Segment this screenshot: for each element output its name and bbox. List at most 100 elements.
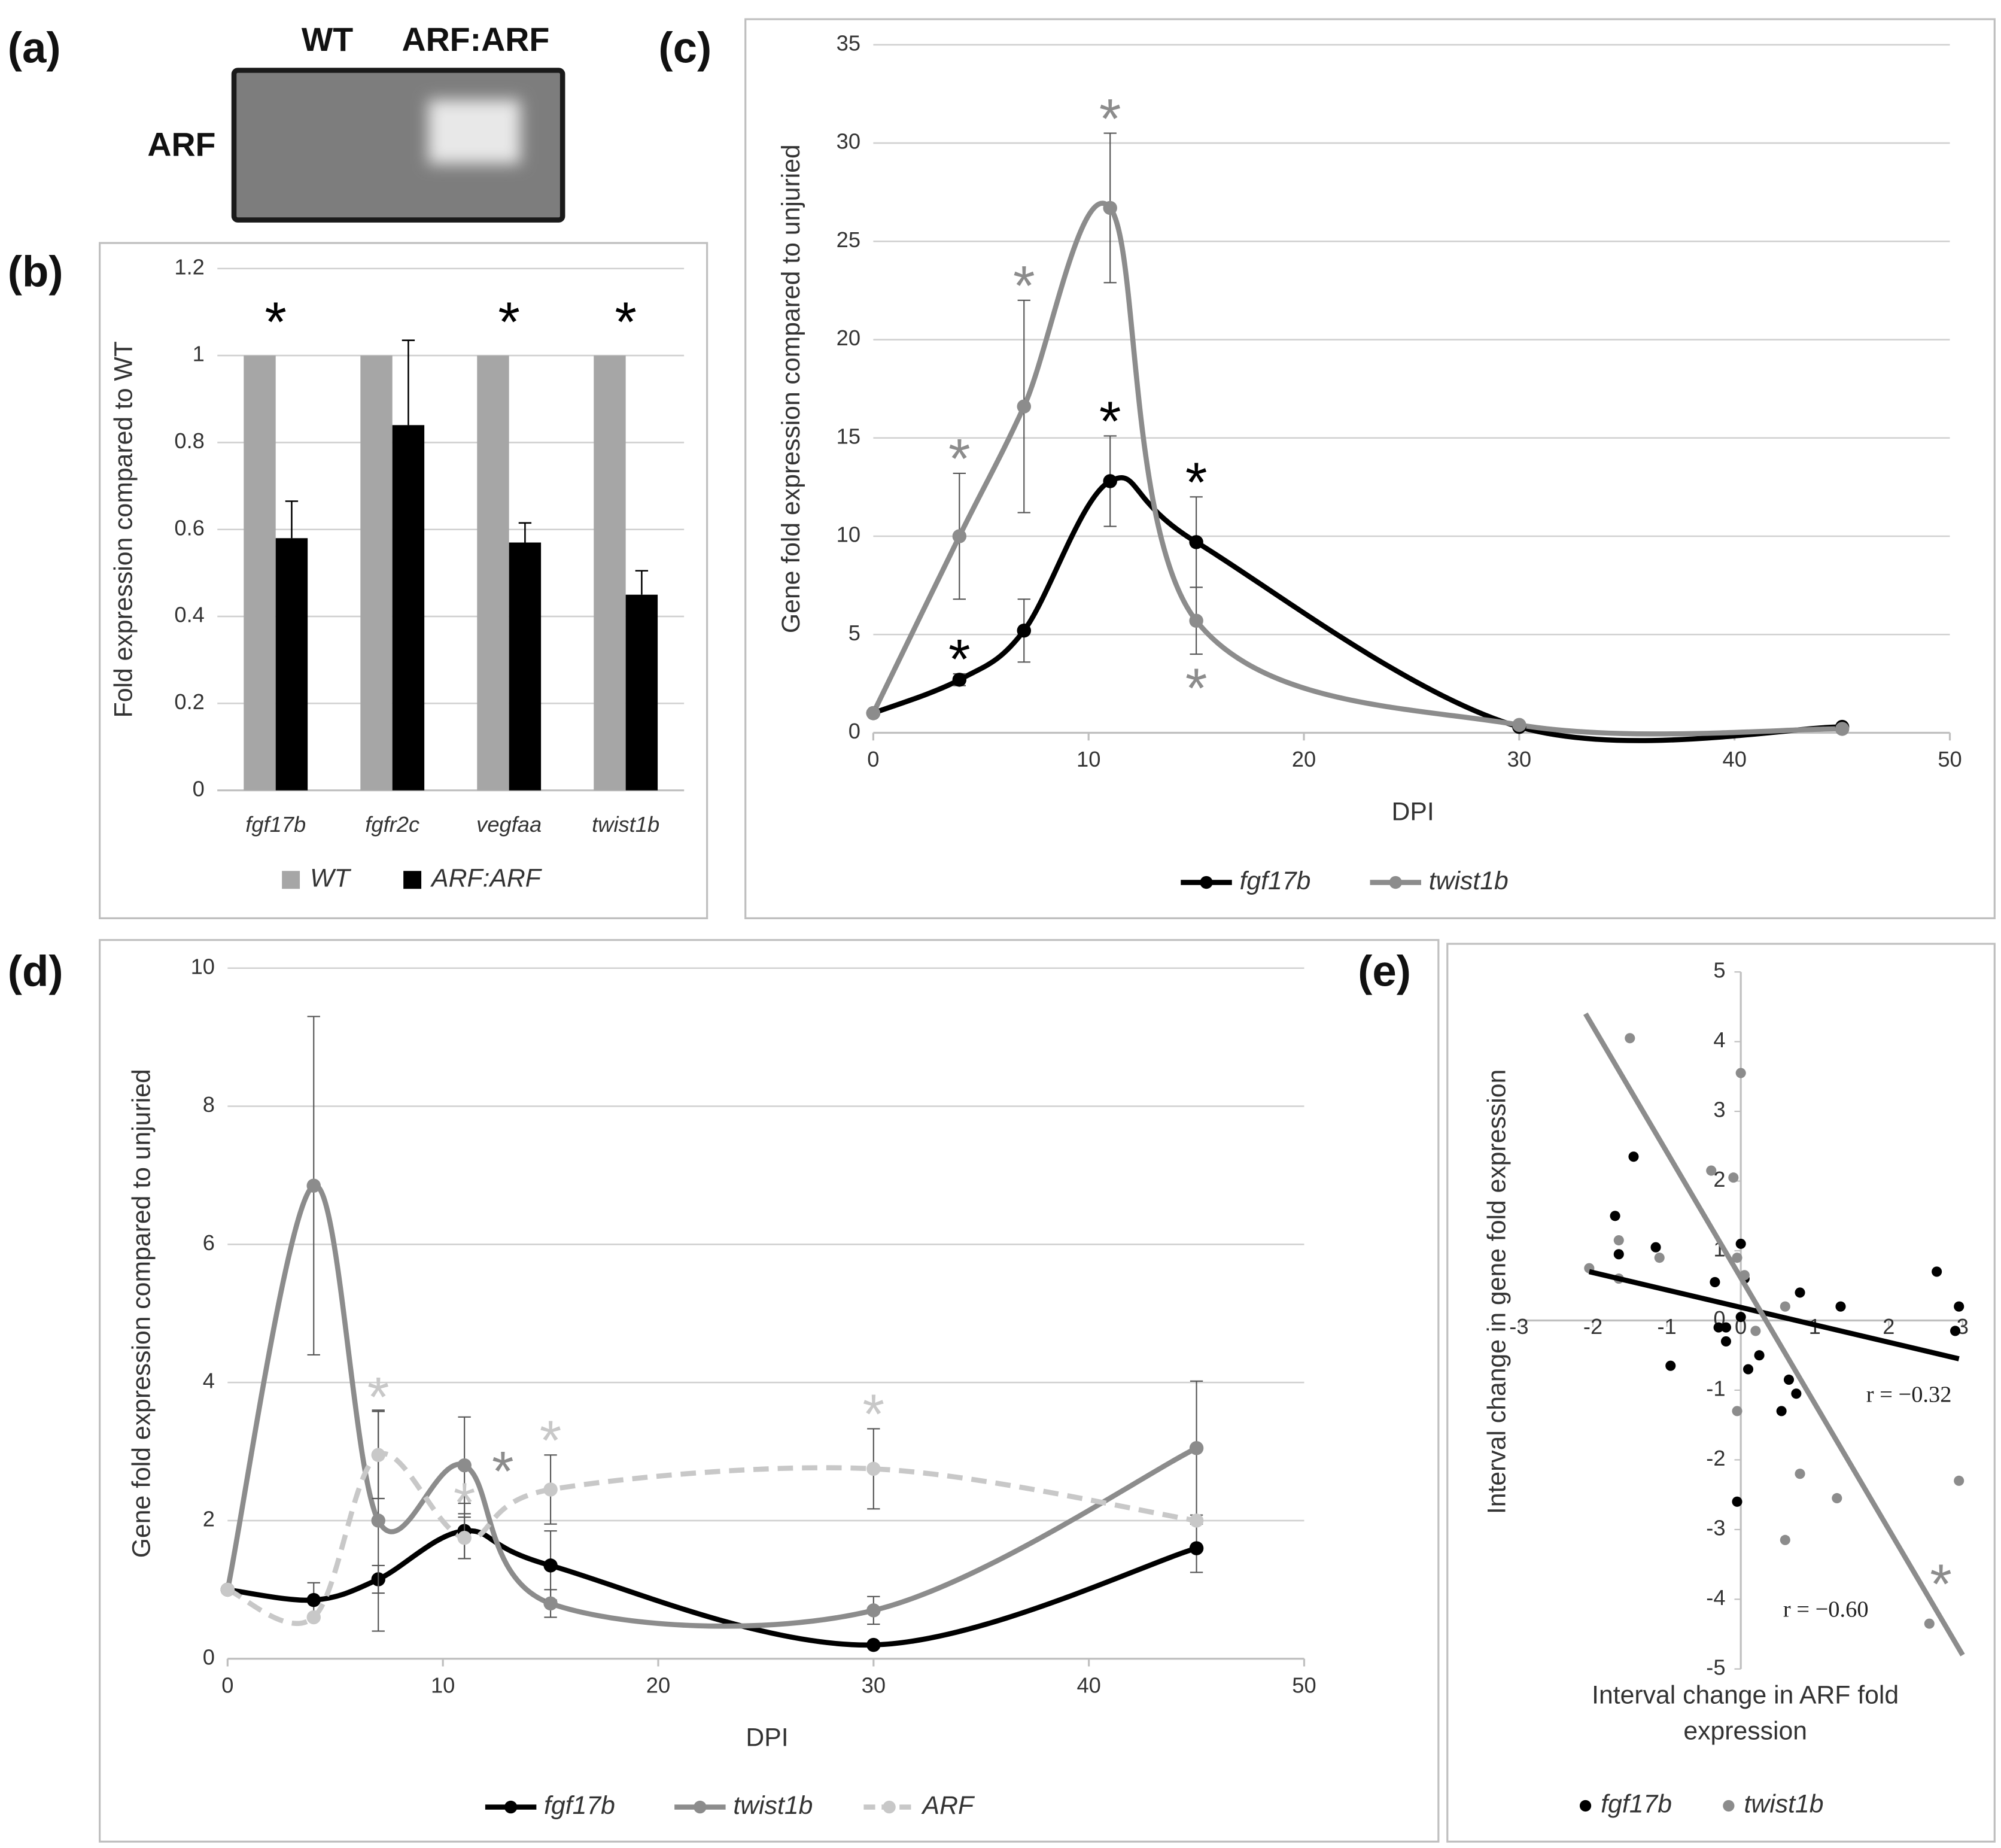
x-tick-label: 50 xyxy=(1292,1673,1316,1697)
point xyxy=(1610,1211,1620,1221)
point xyxy=(543,1558,558,1573)
gel-band xyxy=(428,99,521,164)
x-tick-label: 10 xyxy=(431,1673,455,1697)
point xyxy=(952,529,967,543)
legend-marker xyxy=(1579,1800,1592,1812)
panel-frame xyxy=(99,939,1440,1843)
x-axis-title-box: Interval change in ARF fold expression xyxy=(1592,1682,1899,1746)
point xyxy=(457,1458,472,1473)
point xyxy=(1950,1326,1961,1336)
legend-swatch xyxy=(282,871,300,889)
x-tick-label: 40 xyxy=(1723,747,1747,771)
x-tick-label: 20 xyxy=(1292,747,1316,771)
y-tick-label: 5 xyxy=(1713,958,1725,983)
significance-mark: * xyxy=(1099,390,1121,452)
x-tick-label: -2 xyxy=(1583,1314,1602,1339)
point xyxy=(1650,1242,1661,1253)
x-tick-label: 0 xyxy=(867,747,879,771)
point xyxy=(1017,623,1032,638)
legend-label: twist1b xyxy=(733,1791,813,1820)
x-tick-label: 30 xyxy=(1507,747,1531,771)
x-tick-label: 30 xyxy=(862,1673,886,1697)
y-tick-label: 0 xyxy=(193,776,205,801)
significance-mark: * xyxy=(948,628,971,691)
point xyxy=(1742,1364,1754,1375)
point xyxy=(543,1596,558,1611)
legend-marker xyxy=(883,1800,896,1814)
point xyxy=(1791,1388,1802,1399)
y-tick-label: 0.6 xyxy=(174,515,204,540)
significance-mark: * xyxy=(1099,87,1121,150)
legend-label: ARF:ARF xyxy=(430,864,543,893)
legend-label: twist1b xyxy=(1744,1790,1824,1819)
point xyxy=(1924,1618,1935,1629)
y-tick-label: 3 xyxy=(1713,1098,1725,1122)
panel-label: (d) xyxy=(8,947,63,996)
y-tick-label: 0.4 xyxy=(174,603,204,627)
point xyxy=(1795,1287,1805,1298)
legend-label: fgf17b xyxy=(1601,1790,1672,1819)
panel-frame xyxy=(99,242,708,919)
point xyxy=(1750,1326,1761,1336)
point xyxy=(1780,1301,1790,1312)
y-tick-label: 35 xyxy=(837,31,860,55)
x-tick-label: fgfr2c xyxy=(365,812,419,837)
point xyxy=(866,1637,881,1652)
significance-mark: * xyxy=(863,1382,885,1445)
point xyxy=(866,1461,881,1476)
y-tick-label: 6 xyxy=(203,1230,215,1255)
point xyxy=(1665,1360,1676,1371)
point xyxy=(1189,1513,1204,1528)
point xyxy=(1832,1493,1842,1504)
legend-label: WT xyxy=(310,864,351,893)
y-tick-label: 1.2 xyxy=(174,254,204,279)
point xyxy=(306,1178,321,1193)
legend-label: fgf17b xyxy=(1240,867,1311,895)
point xyxy=(1654,1253,1665,1263)
point xyxy=(457,1531,472,1545)
y-tick-label: 10 xyxy=(191,954,215,978)
point xyxy=(1754,1350,1765,1361)
y-tick-label: 2 xyxy=(203,1507,215,1531)
point xyxy=(306,1610,321,1625)
legend-marker xyxy=(1723,1800,1735,1812)
point xyxy=(1776,1406,1787,1417)
x-tick-label: 50 xyxy=(1938,747,1962,771)
y-tick-label: 4 xyxy=(1713,1028,1725,1052)
y-tick-label: 10 xyxy=(837,522,860,547)
legend-marker xyxy=(504,1800,518,1814)
x-tick-label: -1 xyxy=(1657,1314,1676,1339)
y-tick-label: 0 xyxy=(849,719,860,743)
y-tick-label: 8 xyxy=(203,1092,215,1117)
point xyxy=(1954,1301,1964,1312)
y-tick-label: 4 xyxy=(203,1369,215,1393)
legend-label: fgf17b xyxy=(544,1791,615,1820)
x-tick-label: 3 xyxy=(1957,1314,1969,1339)
chart-panel: (e) Interval change in gene fold expressi… xyxy=(1358,943,1996,1843)
significance-mark: * xyxy=(454,1471,476,1534)
bar xyxy=(392,425,425,791)
bar xyxy=(509,542,542,791)
y-tick-label: 0 xyxy=(203,1645,215,1669)
y-axis-title: Fold expression compared to WT xyxy=(110,341,138,718)
point xyxy=(1735,1238,1746,1249)
chart-panel: (c) Gene fold expression compared to unju… xyxy=(658,18,1996,919)
point xyxy=(1613,1235,1624,1246)
point xyxy=(1628,1151,1639,1162)
correlation-label: r = −0.60 xyxy=(1783,1597,1869,1622)
significance-mark: * xyxy=(1185,656,1208,719)
point xyxy=(1189,1541,1204,1555)
series-line xyxy=(871,200,1842,737)
trend-line xyxy=(1588,1269,1960,1361)
point xyxy=(1780,1534,1790,1545)
x-tick-label: 2 xyxy=(1883,1314,1894,1339)
significance-mark: * xyxy=(1930,1552,1952,1615)
significance-mark: * xyxy=(948,427,971,490)
point xyxy=(866,1603,881,1618)
y-tick-label: 25 xyxy=(837,227,860,252)
point xyxy=(371,1448,385,1463)
point xyxy=(1835,1301,1846,1312)
legend-marker xyxy=(1200,876,1213,889)
